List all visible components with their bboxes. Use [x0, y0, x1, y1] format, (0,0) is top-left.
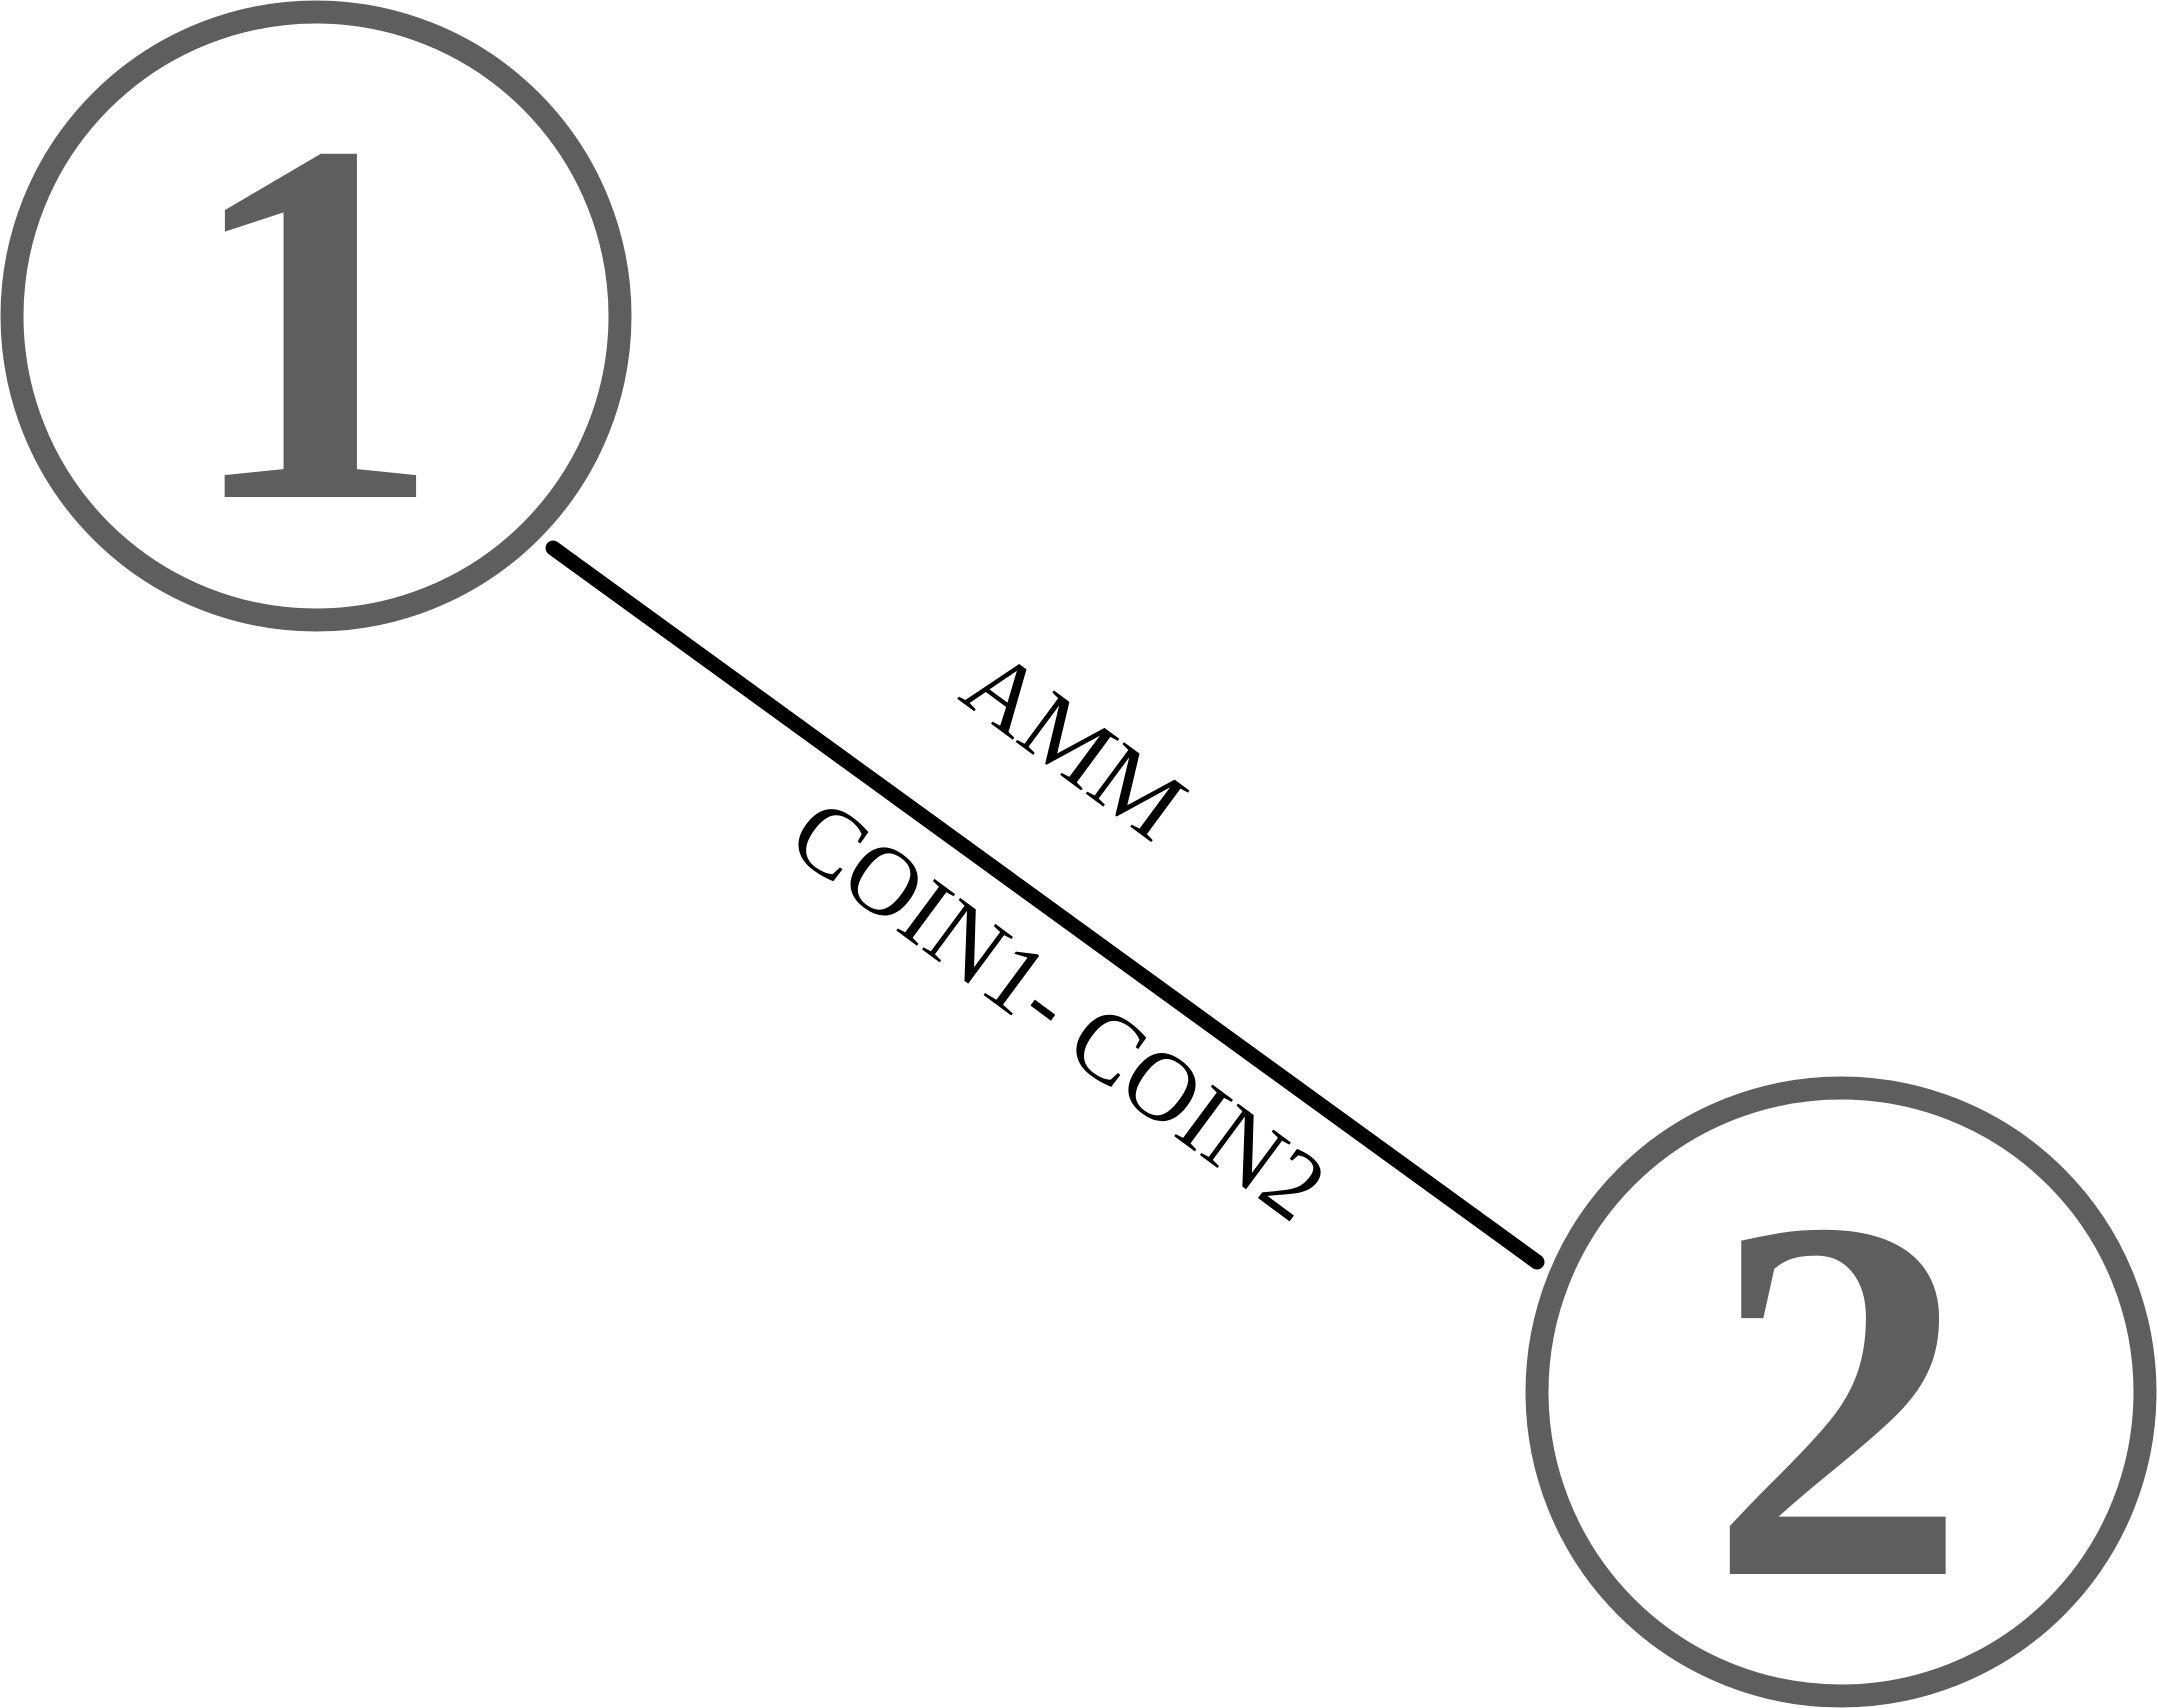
edge-label-bottom: COIN1- COIN2 [771, 778, 1345, 1242]
node-1[interactable]: 1 [0, 0, 632, 632]
edge-label-top: AMM [943, 629, 1204, 862]
node-2[interactable]: 2 [1525, 1076, 2157, 1708]
node-2-circle [1525, 1076, 2157, 1708]
node-1-label: 1 [183, 35, 443, 610]
node-1-circle [0, 0, 632, 632]
node-2-label: 2 [1708, 1112, 1968, 1687]
edge-line [545, 540, 1545, 1270]
